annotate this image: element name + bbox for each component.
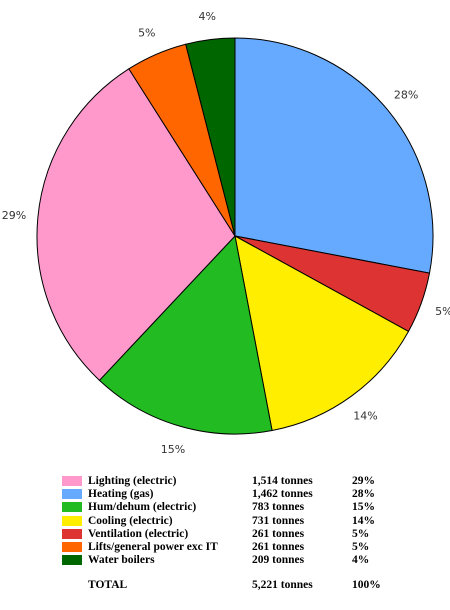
legend-row-1: Heating (gas) 1,462 tonnes 28% (62, 487, 422, 500)
pie-slice-6 (185, 37, 236, 237)
pie-percent-label-6: 4% (198, 10, 215, 23)
legend-label: Ventilation (electric) (88, 527, 189, 540)
legend-swatch-ventilation (62, 528, 82, 539)
total-amount: 5,221 tonnes (252, 578, 313, 591)
legend-amount: 261 tonnes (252, 527, 305, 540)
legend-amount: 1,462 tonnes (252, 487, 313, 500)
pie-percent-label-5: 5% (138, 26, 155, 39)
legend-label: Lighting (electric) (88, 474, 177, 487)
pie-percent-labels: 28% 5% 14% 15% 29% 5% 4% (2, 10, 450, 456)
pie-slices (36, 37, 434, 435)
legend-percent: 5% (352, 527, 370, 540)
pie-slice-0 (234, 37, 434, 274)
pie-chart: 28% 5% 14% 15% 29% 5% 4% (2, 10, 450, 456)
pie-percent-label-0: 28% (394, 89, 418, 102)
legend-amount: 261 tonnes (252, 541, 305, 554)
legend-row-4: Ventilation (electric) 261 tonnes 5% (62, 527, 422, 540)
legend: Lighting (electric) 1,514 tonnes 29% Hea… (62, 474, 422, 591)
legend-label: Heating (gas) (88, 487, 154, 500)
legend-amount: 209 tonnes (252, 554, 305, 567)
pie-slice-4 (36, 68, 236, 382)
legend-percent: 29% (352, 474, 375, 487)
legend-percent: 4% (352, 554, 370, 567)
legend-swatch-water-boilers (62, 555, 82, 566)
legend-label: Lifts/general power exc IT (88, 541, 218, 554)
pie-slice-3 (98, 234, 273, 435)
legend-swatch-heating (62, 488, 82, 499)
legend-total-row: TOTAL 5,221 tonnes 100% (62, 578, 422, 591)
legend-label: Hum/dehum (electric) (88, 501, 197, 514)
legend-amount: 1,514 tonnes (252, 474, 313, 487)
legend-label: Water boilers (88, 554, 155, 567)
pie-slice-2 (234, 235, 410, 432)
legend-label: Cooling (electric) (88, 514, 173, 527)
legend-row-2: Hum/dehum (electric) 783 tonnes 15% (62, 501, 422, 514)
legend-swatch-lighting (62, 475, 82, 486)
legend-row-6: Water boilers 209 tonnes 4% (62, 554, 422, 567)
legend-amount: 731 tonnes (252, 514, 305, 527)
legend-percent: 15% (352, 501, 375, 514)
legend-swatch-humdehum (62, 502, 82, 513)
pie-percent-label-4: 29% (2, 209, 26, 222)
legend-row-5: Lifts/general power exc IT 261 tonnes 5% (62, 540, 422, 553)
pie-percent-label-3: 15% (161, 443, 185, 456)
legend-percent: 14% (352, 514, 375, 527)
pie-percent-label-2: 14% (353, 410, 377, 423)
legend-amount: 783 tonnes (252, 501, 305, 514)
legend-percent: 5% (352, 541, 370, 554)
total-percent: 100% (352, 578, 381, 591)
legend-swatch-lifts (62, 542, 82, 553)
pie-percent-label-1: 5% (435, 305, 450, 318)
legend-row-3: Cooling (electric) 731 tonnes 14% (62, 514, 422, 527)
legend-percent: 28% (352, 487, 375, 500)
legend-swatch-cooling (62, 515, 82, 526)
total-label: TOTAL (88, 578, 128, 591)
legend-row-0: Lighting (electric) 1,514 tonnes 29% (62, 474, 422, 487)
